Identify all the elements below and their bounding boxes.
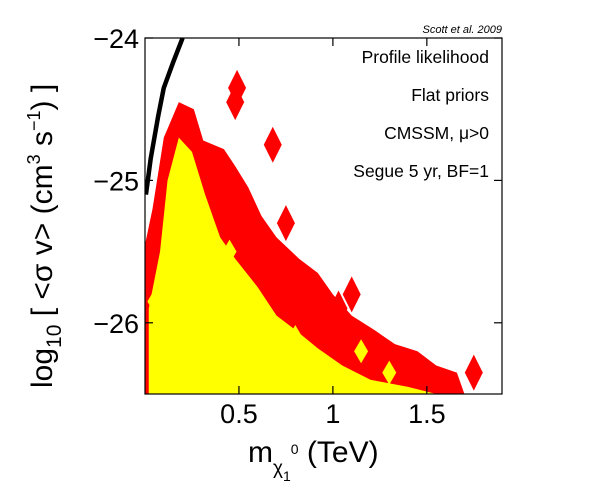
x-tick-label: 0.5 <box>220 399 258 429</box>
inner-region-area <box>148 137 437 394</box>
inner-region-island <box>382 360 397 385</box>
x-tick-label: 1.5 <box>408 399 446 429</box>
axis-ticks: 0.5 1 1.5 −24 −25 −26 <box>93 24 502 429</box>
outer-region-island <box>329 290 348 327</box>
outer-region-island <box>342 276 361 313</box>
outer-region-island <box>276 205 295 242</box>
x-tick-label: 1 <box>325 399 340 429</box>
inner-region-island <box>147 289 162 314</box>
inner-region-island <box>260 303 275 328</box>
annotation-observation: Segue 5 yr, BF=1 <box>353 161 489 181</box>
y-tick-label: −24 <box>93 24 139 54</box>
x-axis-label: mχ10 (TeV) <box>248 436 379 484</box>
exclusion-curve <box>145 38 185 195</box>
outer-region-island <box>226 84 245 121</box>
inner-confidence-region <box>147 137 437 394</box>
y-tick-label: −26 <box>93 309 139 339</box>
y-tick-label: −25 <box>93 166 139 196</box>
inner-region-island <box>241 289 256 314</box>
citation-text: Scott et al. 2009 <box>423 24 503 36</box>
likelihood-regions <box>145 38 483 394</box>
annotation-likelihood: Profile likelihood <box>362 47 489 67</box>
outer-region-island <box>464 354 483 391</box>
inner-region-island <box>354 339 369 364</box>
inner-region-island <box>222 239 237 264</box>
y-axis-label: log10 [ <σ v> (cm3 s−1) ] <box>24 84 66 388</box>
annotation-priors: Flat priors <box>411 85 489 105</box>
annotation-model: CMSSM, μ>0 <box>384 123 489 143</box>
outer-region-island <box>263 126 282 163</box>
plot-frame <box>144 37 503 395</box>
inner-region-island <box>288 325 303 350</box>
